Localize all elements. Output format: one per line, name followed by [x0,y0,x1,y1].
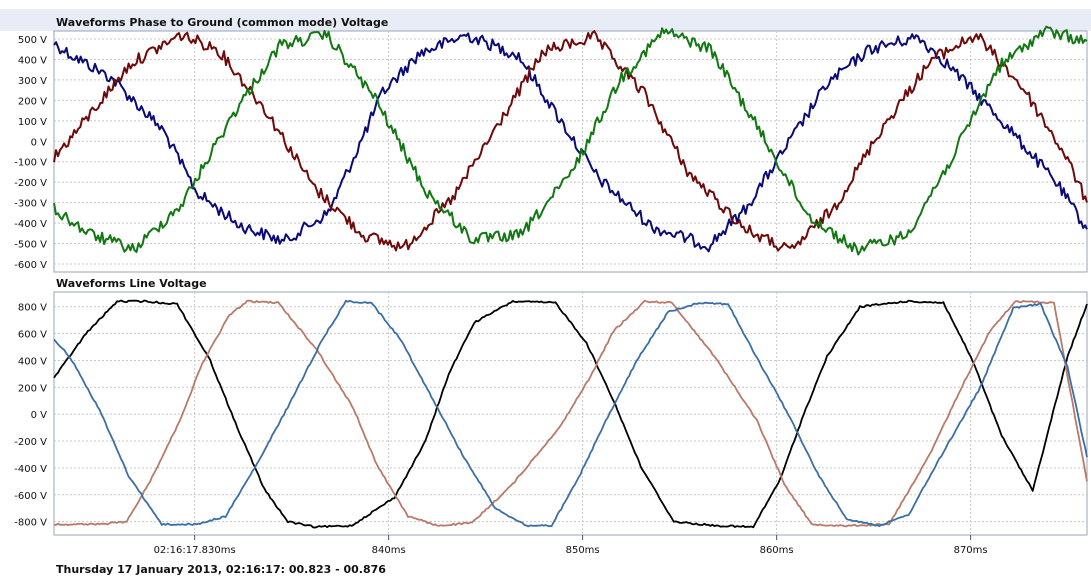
top-chart-grid [54,31,1087,272]
bottom-chart-x-axis: 02:16:17.830ms 840ms 850ms 860ms 870ms [154,535,988,556]
series-line-2 [53,299,1088,528]
x-tick-label: 870ms [954,545,988,556]
y-tick-label: 400 V [18,55,47,66]
series-line-1 [53,32,1088,253]
y-tick-label: -200 V [14,437,47,448]
series-line-1 [53,299,1088,529]
x-tick-label: 860ms [760,545,794,556]
y-tick-label: -400 V [14,464,47,475]
top-chart-y-axis: 500 V 400 V 300 V 200 V 100 V 0 V -100 V -200 V… [14,35,47,271]
y-tick-label: 300 V [18,76,47,87]
bottom-chart-header-bar [0,274,1091,292]
bottom-chart-series [53,299,1088,529]
bottom-chart-plot-area [53,291,1088,536]
x-tick-label: 840ms [372,545,406,556]
y-tick-label: 200 V [18,383,47,394]
bottom-chart-grid [54,292,1087,535]
y-tick-label: -400 V [14,219,47,230]
time-range-footer: Thursday 17 January 2013, 02:16:17: 00.8… [56,563,386,576]
y-tick-label: -200 V [14,178,47,189]
y-tick-label: 0 V [31,137,48,148]
top-chart-header-bar [0,9,1091,31]
x-tick-label: 02:16:17.830ms [154,545,236,556]
y-tick-label: 600 V [18,330,47,341]
top-chart-plot-area [53,30,1088,273]
series-line-3 [53,25,1088,256]
top-chart-panel: Waveforms Phase to Ground (common mode) … [0,9,1091,273]
y-tick-label: -500 V [14,240,47,251]
y-tick-label: -100 V [14,158,47,169]
y-tick-label: -300 V [14,199,47,210]
series-line-3 [53,299,1088,528]
y-tick-label: 0 V [31,410,48,421]
top-chart-series [53,25,1088,256]
bottom-chart-y-axis: 800 V 600 V 400 V 200 V 0 V -200 V -400 V -600 … [14,303,47,529]
y-tick-label: -600 V [14,491,47,502]
y-tick-label: 500 V [18,35,47,46]
bottom-chart-title: Waveforms Line Voltage [56,277,207,290]
y-tick-label: 800 V [18,303,47,314]
series-line-2 [53,30,1088,252]
y-tick-label: 100 V [18,117,47,128]
bottom-chart-panel: Waveforms Line Voltage 800 V 600 V 400 V 20… [0,274,1091,556]
y-tick-label: 400 V [18,356,47,367]
top-chart-title: Waveforms Phase to Ground (common mode) … [56,16,388,29]
y-tick-label: 200 V [18,96,47,107]
x-tick-label: 850ms [566,545,600,556]
y-tick-label: -600 V [14,260,47,271]
y-tick-label: -800 V [14,518,47,529]
